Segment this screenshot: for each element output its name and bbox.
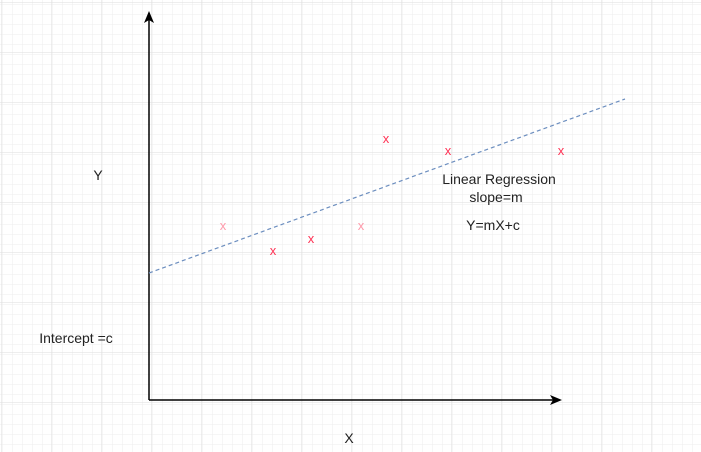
x-axis-label: X bbox=[344, 430, 354, 446]
x-axis bbox=[149, 395, 562, 405]
y-axis-arrowhead bbox=[144, 11, 154, 23]
data-point: x bbox=[220, 218, 227, 233]
data-point: x bbox=[445, 143, 452, 158]
data-point: x bbox=[558, 143, 565, 158]
data-point: x bbox=[358, 218, 365, 233]
regression-title: Linear Regression bbox=[442, 171, 556, 187]
equation-label: Y=mX+c bbox=[466, 217, 520, 233]
y-axis-label: Y bbox=[93, 167, 103, 183]
regression-line bbox=[148, 98, 626, 274]
slope-label: slope=m bbox=[469, 189, 522, 205]
data-point: x bbox=[308, 231, 315, 246]
x-axis-arrowhead bbox=[550, 395, 562, 405]
data-point: x bbox=[270, 243, 277, 258]
intercept-label: Intercept =c bbox=[39, 330, 113, 346]
y-axis bbox=[144, 11, 154, 400]
data-point: x bbox=[383, 131, 390, 146]
data-points: x x x x x x x bbox=[220, 131, 565, 258]
